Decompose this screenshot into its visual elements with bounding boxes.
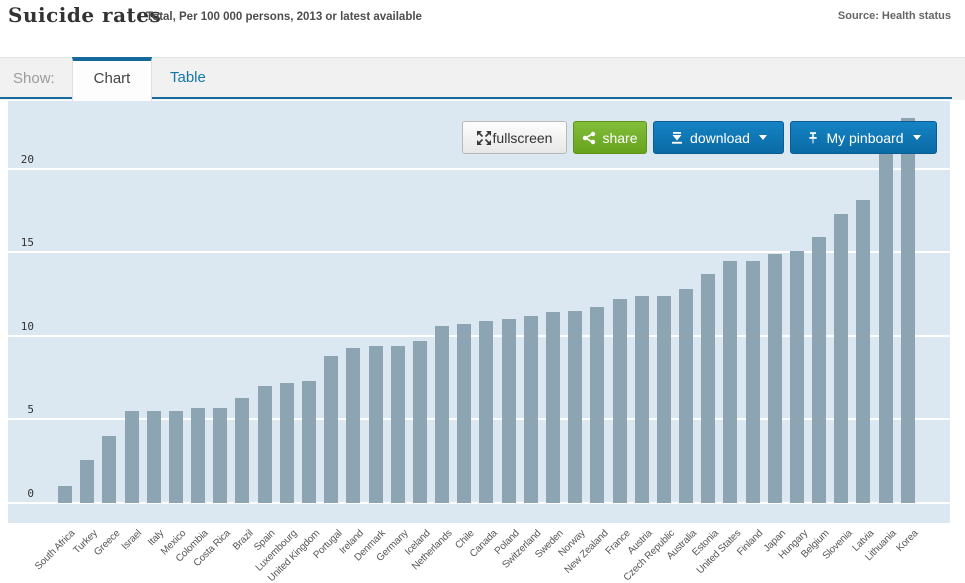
- share-button[interactable]: share: [573, 121, 647, 154]
- bar-mexico[interactable]: [168, 411, 183, 503]
- bar-south-africa[interactable]: [58, 486, 72, 503]
- header: Suicide rates Total, Per 100 000 persons…: [0, 0, 965, 57]
- download-button-label: download: [690, 129, 750, 146]
- show-label: Show:: [13, 70, 55, 87]
- share-button-label: share: [602, 129, 638, 146]
- bar-greece[interactable]: [102, 436, 117, 503]
- tab-chart[interactable]: Chart: [72, 57, 152, 101]
- bar-italy[interactable]: [146, 411, 161, 503]
- y-axis-tick-label: 10: [20, 319, 34, 333]
- bar-australia[interactable]: [679, 289, 694, 503]
- x-axis-labels: South Africa Turkey Greece Israel Italy Mexic…: [0, 523, 965, 583]
- bar-iceland[interactable]: [412, 341, 427, 503]
- gridline: [8, 251, 950, 254]
- bar-colombia[interactable]: [191, 408, 206, 503]
- gridline: [8, 334, 950, 337]
- bar-switzerland[interactable]: [523, 316, 538, 503]
- y-axis-tick-label: 20: [20, 152, 34, 166]
- bar-denmark[interactable]: [368, 346, 383, 503]
- fullscreen-expand-icon: [476, 130, 491, 145]
- source-label: Source: Health status: [837, 10, 951, 22]
- caret-down-icon: [912, 135, 921, 140]
- caret-down-icon: [758, 135, 767, 140]
- bar-latvia[interactable]: [856, 200, 871, 503]
- bar-finland[interactable]: [745, 261, 760, 503]
- bar-luxembourg[interactable]: [279, 383, 294, 503]
- pin-icon: [809, 131, 818, 143]
- page-title: Suicide rates: [8, 3, 162, 27]
- toolbar: Show: fullscreen: [0, 57, 965, 154]
- toolbar-separator: [0, 97, 952, 99]
- bar-spain[interactable]: [257, 386, 272, 503]
- y-axis-tick-label: 15: [20, 236, 34, 250]
- bar-korea[interactable]: [900, 118, 915, 503]
- fullscreen-button[interactable]: fullscreen: [462, 121, 567, 154]
- bar-sweden[interactable]: [545, 312, 560, 503]
- bar-germany[interactable]: [390, 346, 405, 503]
- y-axis-tick-label: 5: [27, 403, 34, 417]
- x-axis-label: Korea: [894, 528, 921, 554]
- bar-new-zealand[interactable]: [590, 307, 605, 503]
- bar-poland[interactable]: [501, 319, 516, 503]
- my-pinboard-button[interactable]: My pinboard: [790, 121, 937, 154]
- x-axis-label: Brazil: [230, 528, 256, 553]
- bar-brazil[interactable]: [235, 398, 250, 503]
- y-axis-tick-label: 0: [27, 487, 34, 500]
- bar-france[interactable]: [612, 299, 627, 503]
- bar-belgium[interactable]: [812, 237, 827, 503]
- x-axis-label: Israel: [120, 528, 145, 553]
- bar-turkey[interactable]: [80, 460, 95, 503]
- tab-table[interactable]: Table: [170, 69, 206, 86]
- bar-lithuania[interactable]: [878, 132, 893, 503]
- chart-subtitle: Total, Per 100 000 persons, 2013 or late…: [146, 11, 422, 23]
- my-pinboard-button-label: My pinboard: [826, 129, 904, 146]
- bar-portugal[interactable]: [324, 356, 339, 503]
- bar-ireland[interactable]: [346, 348, 361, 503]
- bar-netherlands[interactable]: [435, 326, 450, 503]
- share-icon: [583, 131, 596, 144]
- download-button[interactable]: download: [653, 121, 784, 154]
- bar-japan[interactable]: [767, 254, 782, 503]
- x-axis-label: South Africa: [33, 528, 78, 573]
- gridline: [8, 167, 950, 170]
- bar-chile[interactable]: [457, 324, 472, 503]
- bar-norway[interactable]: [568, 311, 583, 503]
- bar-austria[interactable]: [634, 296, 649, 503]
- bar-canada[interactable]: [479, 321, 494, 503]
- gridline: [8, 502, 950, 504]
- fullscreen-button-label: fullscreen: [492, 129, 553, 146]
- bar-united-states[interactable]: [723, 261, 738, 503]
- bar-united-kingdom[interactable]: [301, 381, 316, 503]
- gridline: [8, 418, 950, 421]
- plot-area: 0 5 10 15 20: [8, 101, 950, 523]
- bar-israel[interactable]: [124, 411, 139, 503]
- bar-hungary[interactable]: [789, 251, 804, 503]
- download-icon: [672, 131, 683, 144]
- bar-slovenia[interactable]: [834, 214, 849, 503]
- bar-czech-republic[interactable]: [656, 296, 671, 503]
- bar-costa-rica[interactable]: [213, 408, 228, 503]
- bar-estonia[interactable]: [701, 274, 716, 503]
